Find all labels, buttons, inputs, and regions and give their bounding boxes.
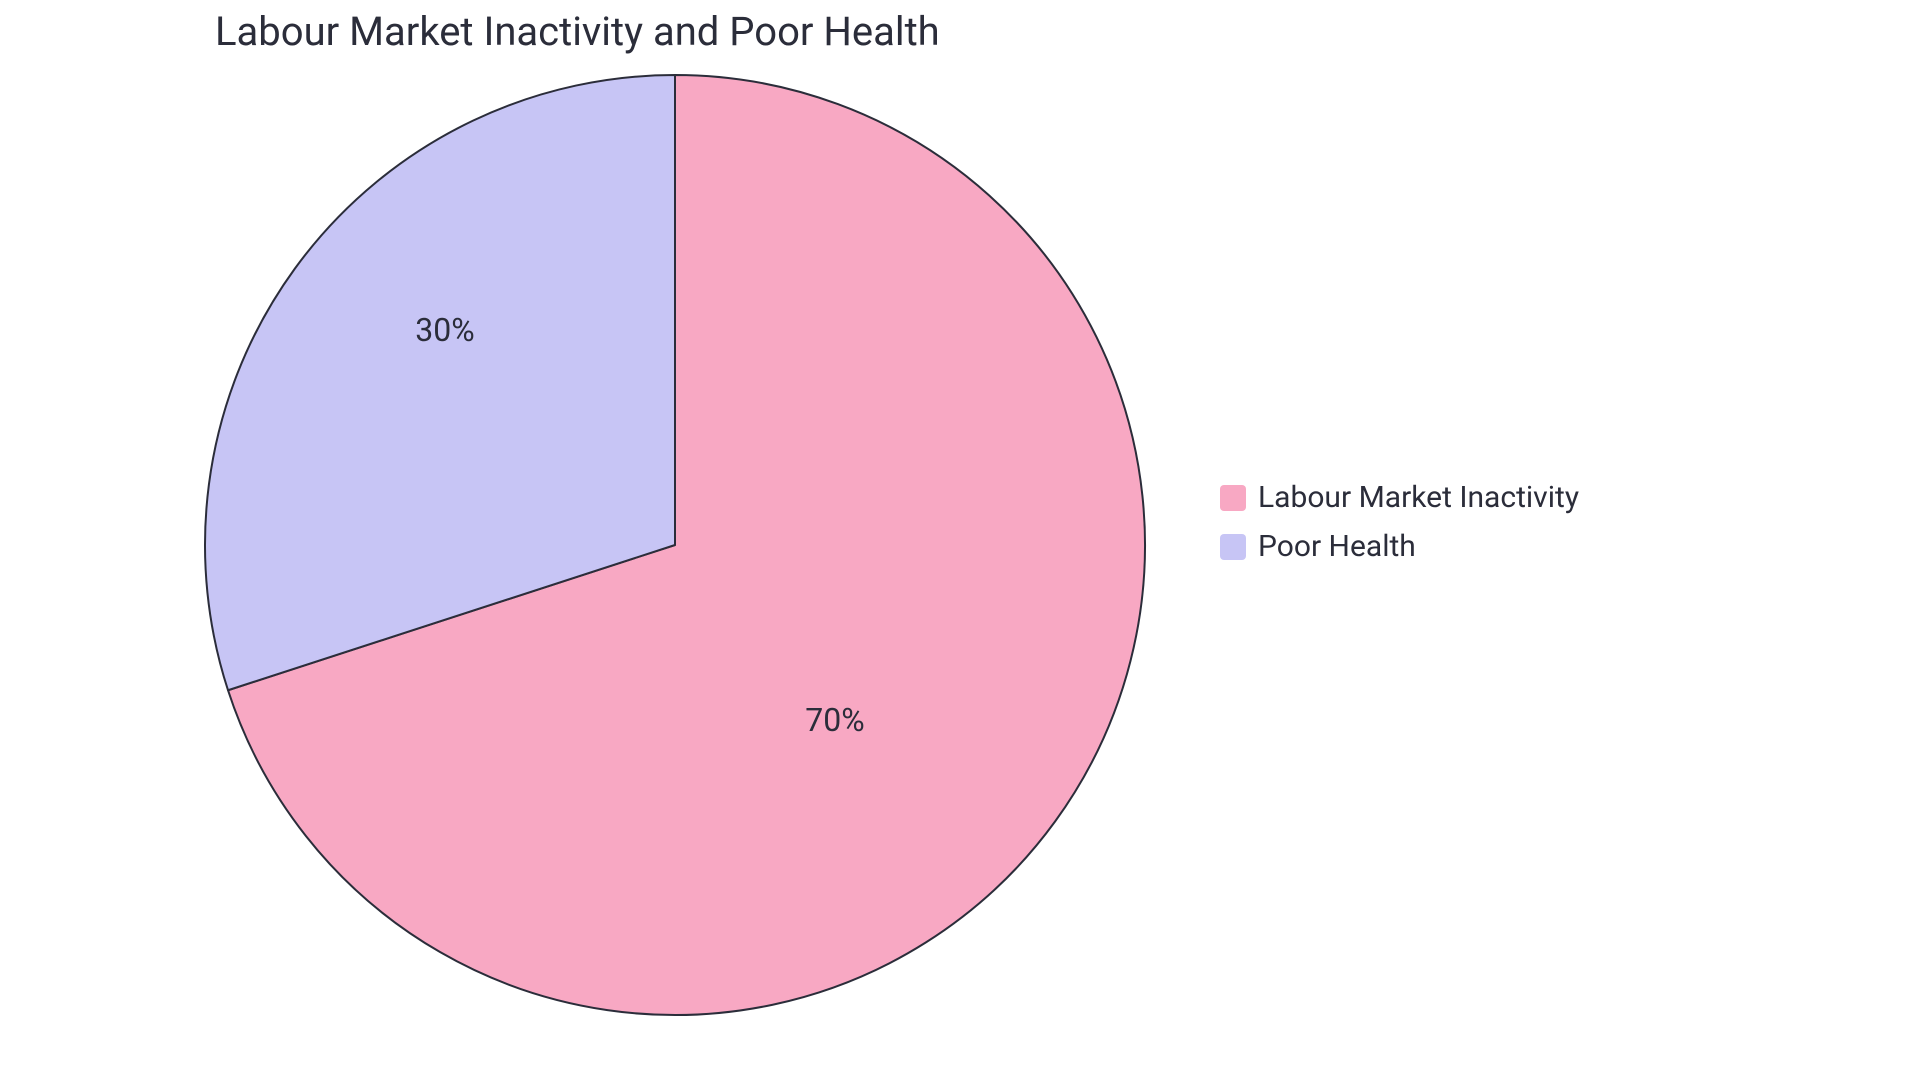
pie-svg — [0, 0, 1920, 1080]
chart-container: Labour Market Inactivity and Poor Health… — [0, 0, 1920, 1080]
legend-swatch-0 — [1220, 485, 1246, 511]
legend-item-1: Poor Health — [1220, 529, 1579, 564]
legend-label-0: Labour Market Inactivity — [1258, 480, 1579, 515]
legend-item-0: Labour Market Inactivity — [1220, 480, 1579, 515]
legend-label-1: Poor Health — [1258, 529, 1416, 564]
legend-swatch-1 — [1220, 534, 1246, 560]
slice-label-0: 70% — [805, 701, 864, 739]
legend: Labour Market Inactivity Poor Health — [1220, 480, 1579, 564]
slice-label-1: 30% — [415, 311, 474, 349]
